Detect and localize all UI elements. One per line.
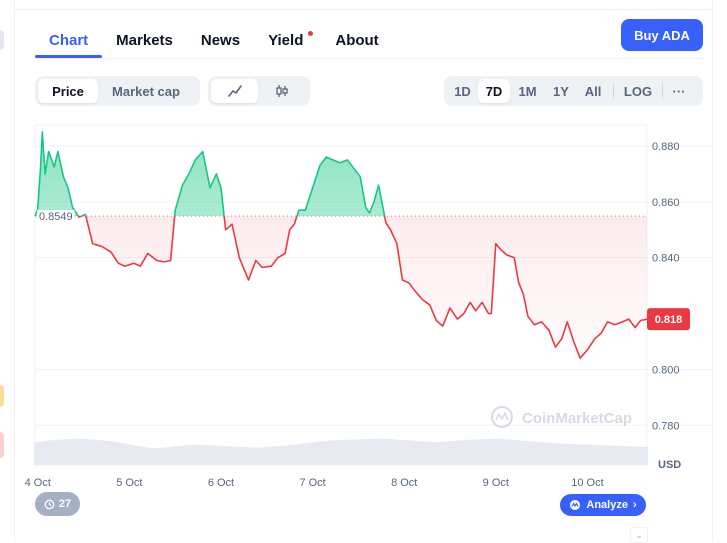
y-tick-label: 0.880: [652, 141, 680, 153]
volume-bar: [34, 442, 36, 465]
watermark-text: CoinMarketCap: [522, 410, 632, 427]
clock-icon: [44, 499, 55, 510]
y-tick-label: 0.800: [652, 364, 680, 376]
price-tag-value: 0.818: [655, 314, 683, 326]
volume-bar: [288, 445, 290, 465]
volume-bar: [49, 440, 51, 465]
y-tick-label: 0.860: [652, 197, 680, 209]
x-tick-label: 10 Oct: [571, 477, 603, 489]
baseline-label: 0.8549: [39, 211, 73, 223]
volume-bar: [213, 445, 215, 465]
volume-bar: [392, 439, 394, 465]
volume-bar: [124, 443, 126, 465]
coinmarketcap-watermark: CoinMarketCap: [492, 407, 632, 427]
volume-bar: [153, 448, 155, 465]
analyze-button[interactable]: Analyze ›: [560, 494, 646, 516]
volume-bar: [198, 445, 200, 465]
volume-bar: [243, 447, 245, 465]
analyze-logo-icon: [569, 499, 581, 511]
volume-bar: [362, 439, 364, 465]
volume-bar: [616, 446, 618, 465]
x-tick-label: 9 Oct: [483, 477, 509, 489]
volume-bar: [452, 441, 454, 465]
volume-bar: [303, 443, 305, 465]
y-tick-label: 0.780: [652, 420, 680, 432]
volume-bars: [34, 439, 648, 465]
volume-bar: [527, 441, 529, 465]
volume-bar: [571, 444, 573, 465]
x-axis: 4 Oct 5 Oct 6 Oct 7 Oct 8 Oct 9 Oct 10 Oct: [25, 477, 604, 489]
volume-bar: [258, 448, 260, 465]
volume-bar: [556, 443, 558, 465]
volume-area: [35, 439, 647, 465]
volume-bar: [94, 440, 96, 465]
x-tick-label: 4 Oct: [25, 477, 51, 489]
volume-bar: [646, 447, 648, 465]
volume-bar: [273, 446, 275, 465]
price-area: [35, 132, 647, 358]
volume-bar: [377, 439, 379, 465]
volume-bar: [347, 440, 349, 465]
chevron-right-icon: ›: [633, 499, 637, 511]
x-tick-label: 6 Oct: [208, 477, 234, 489]
volume-bar: [138, 446, 140, 465]
volume-bar: [482, 439, 484, 465]
y-axis: 0.880 0.860 0.840 0.800 0.780 USD: [652, 141, 681, 471]
volume-bar: [318, 442, 320, 465]
x-tick-label: 7 Oct: [299, 477, 325, 489]
volume-bar: [333, 440, 335, 465]
volume-bar: [601, 445, 603, 465]
history-count: 27: [59, 498, 71, 510]
current-price-tag: 0.818: [647, 308, 690, 330]
volume-bar: [631, 446, 633, 465]
volume-bar: [467, 440, 469, 465]
volume-bar: [168, 447, 170, 465]
volume-bar: [228, 446, 230, 465]
y-tick-label: 0.840: [652, 253, 680, 265]
volume-bar: [542, 442, 544, 465]
volume-bar: [183, 445, 185, 465]
volume-bar: [497, 439, 499, 465]
volume-bar: [79, 439, 81, 465]
chevron-down-icon[interactable]: ⌄: [630, 527, 648, 543]
volume-bar: [437, 442, 439, 465]
volume-bar: [64, 439, 66, 465]
volume-bar: [109, 441, 111, 465]
volume-bar: [512, 440, 514, 465]
x-tick-label: 5 Oct: [116, 477, 142, 489]
analyze-label: Analyze: [586, 499, 628, 511]
volume-bar: [586, 445, 588, 465]
y-unit-label: USD: [658, 459, 681, 471]
x-tick-label: 8 Oct: [391, 477, 417, 489]
volume-bar: [407, 440, 409, 465]
volume-bar: [422, 442, 424, 465]
history-badge[interactable]: 27: [35, 492, 80, 516]
